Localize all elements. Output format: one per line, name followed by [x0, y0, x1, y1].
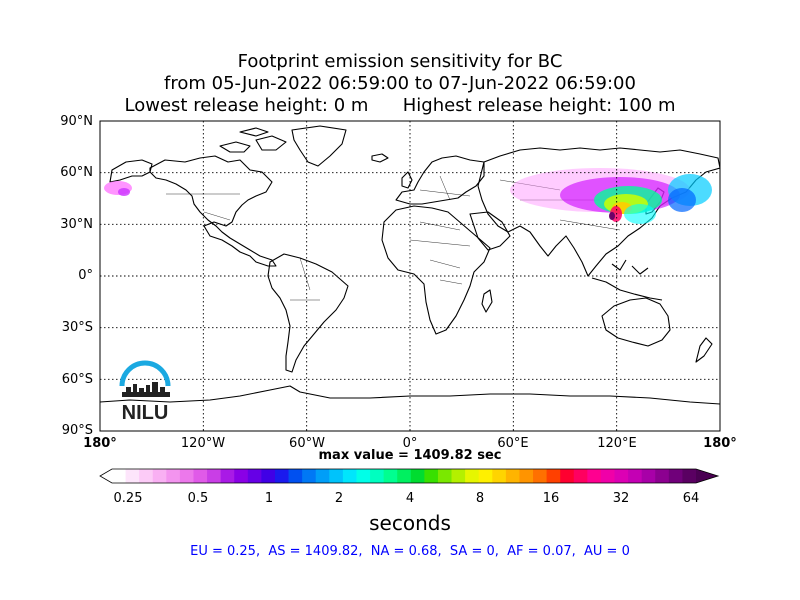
- logo-text: NILU: [122, 402, 169, 424]
- colorbar-tick-8: 64: [682, 491, 700, 506]
- coast-alaska: [109, 159, 153, 183]
- colorbar-segment: [519, 469, 534, 483]
- coast-new-zealand: [695, 337, 713, 363]
- lon-label-120w: 120°W: [180, 436, 226, 451]
- colorbar-segment: [356, 469, 371, 483]
- colorbar-segment: [383, 469, 398, 483]
- colorbar-segment: [315, 469, 330, 483]
- coast-arabia: [469, 211, 511, 251]
- colorbar-segment: [682, 469, 697, 483]
- colorbar-segment: [166, 469, 181, 483]
- colorbar-tick-2: 1: [264, 491, 274, 506]
- lat-label-60n: 60°N: [60, 165, 93, 180]
- title-line-3: Lowest release height: 0 m Highest relea…: [124, 95, 676, 116]
- colorbar-tick-3: 2: [334, 491, 344, 506]
- colorbar-segment: [410, 469, 425, 483]
- colorbar-segment: [587, 469, 602, 483]
- colorbar-segment: [207, 469, 222, 483]
- graticule: [100, 121, 720, 431]
- lon-label-120e: 120°E: [597, 436, 637, 451]
- coast-arctic-islands: [219, 127, 287, 153]
- logo-skyline: [122, 382, 170, 397]
- colorbar-segment: [397, 469, 412, 483]
- lat-label-30s: 30°S: [61, 320, 93, 335]
- colorbar-tick-1: 0.5: [187, 491, 209, 506]
- lat-label-90n: 90°N: [60, 114, 93, 129]
- colorbar-outline: [99, 468, 720, 484]
- colorbar-tick-6: 16: [542, 491, 560, 506]
- map-frame: [99, 120, 721, 432]
- colorbar-segment: [546, 469, 561, 483]
- colorbar-segment: [465, 469, 480, 483]
- colorbar-segment: [139, 469, 154, 483]
- colorbar-segment: [573, 469, 588, 483]
- lon-label-60e: 60°E: [497, 436, 529, 451]
- colorbar-segment: [179, 469, 194, 483]
- coast-australia: [601, 297, 671, 347]
- colorbar-segment: [600, 469, 615, 483]
- coast-uk: [401, 171, 413, 189]
- colorbar-segment: [451, 469, 466, 483]
- colorbar-segment: [628, 469, 643, 483]
- lon-label-0: 0°: [402, 436, 418, 451]
- colorbar-tick-5: 8: [475, 491, 485, 506]
- nilu-logo: NILU: [119, 360, 171, 424]
- lon-label-180e: 180°: [703, 436, 737, 451]
- coast-antarctica: [100, 385, 720, 405]
- colorbar-segment: [424, 469, 439, 483]
- lon-label-180w: 180°: [83, 436, 117, 451]
- colorbar-segment: [668, 469, 683, 483]
- colorbar-segment: [329, 469, 344, 483]
- colorbar-segment: [288, 469, 303, 483]
- colorbar-segment: [112, 469, 126, 483]
- colorbar-segment: [478, 469, 493, 483]
- colorbar-segment: [193, 469, 208, 483]
- colorbar-segment: [641, 469, 656, 483]
- coast-greenland: [291, 125, 347, 167]
- colorbar-extend-min: [100, 469, 112, 483]
- colorbar-extend-max: [696, 469, 718, 483]
- title-line-1: Footprint emission sensitivity for BC: [237, 51, 563, 72]
- coast-iceland: [371, 153, 389, 163]
- colorbar-segment: [505, 469, 520, 483]
- coastlines: [100, 125, 720, 405]
- coast-madagascar: [481, 289, 493, 313]
- lat-label-60s: 60°S: [61, 372, 93, 387]
- coast-indonesia: [591, 259, 663, 301]
- lat-label-30n: 30°N: [60, 217, 93, 232]
- colorbar-segment: [274, 469, 289, 483]
- title-line-2: from 05-Jun-2022 06:59:00 to 07-Jun-2022…: [164, 73, 636, 94]
- colorbar-segment: [220, 469, 235, 483]
- colorbar-segment: [342, 469, 357, 483]
- lat-label-90s: 90°S: [61, 423, 93, 438]
- colorbar: [99, 468, 720, 484]
- logo-arc: [119, 360, 171, 387]
- region-summary: EU = 0.25, AS = 1409.82, NA = 0.68, SA =…: [190, 544, 630, 559]
- colorbar-segment: [560, 469, 575, 483]
- colorbar-segment: [234, 469, 249, 483]
- colorbar-units: seconds: [369, 511, 451, 535]
- colorbar-segment: [152, 469, 167, 483]
- colorbar-segment: [302, 469, 317, 483]
- colorbar-tick-0: 0.25: [113, 491, 143, 506]
- coast-south-america: [267, 253, 349, 373]
- lat-label-0: 0°: [78, 268, 93, 283]
- colorbar-segment: [492, 469, 507, 483]
- coast-africa: [381, 205, 491, 335]
- lon-label-60w: 60°W: [289, 436, 325, 451]
- colorbar-segment: [533, 469, 548, 483]
- colorbar-segment: [655, 469, 670, 483]
- colorbar-segment: [247, 469, 262, 483]
- colorbar-segment: [370, 469, 385, 483]
- colorbar-segment: [614, 469, 629, 483]
- colorbar-tick-7: 32: [612, 491, 630, 506]
- max-value-label: max value = 1409.82 sec: [318, 448, 502, 463]
- colorbar-segment: [125, 469, 140, 483]
- coast-north-america: [149, 155, 277, 267]
- colorbar-segment: [437, 469, 452, 483]
- colorbar-tick-4: 4: [405, 491, 415, 506]
- colorbar-segment: [261, 469, 276, 483]
